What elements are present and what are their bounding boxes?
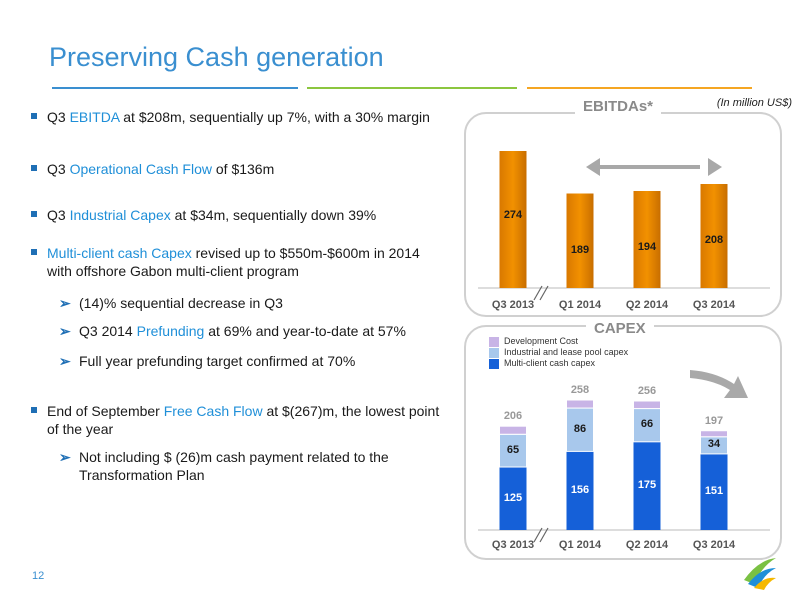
highlight-term: Industrial Capex (69, 207, 171, 223)
highlight-term: EBITDA (69, 109, 120, 125)
capex-data-label: 156 (570, 483, 590, 496)
capex-x-tick-label: Q3 2013 (491, 539, 535, 551)
capex-data-label: 151 (704, 484, 724, 497)
bullet-text-part: of $136m (211, 161, 275, 177)
capex-x-tick-label: Q3 2014 (692, 539, 736, 551)
bullet-text-part: at $208m, sequentially up 7%, with a 30%… (119, 109, 430, 125)
highlight-term: Free Cash Flow (163, 403, 263, 419)
legend-label: Development Cost (504, 336, 579, 346)
bullet-text: Q3 EBITDA at $208m, sequentially up 7%, … (47, 108, 447, 126)
arrow-bullet-icon: ➢ (59, 295, 71, 311)
square-bullet-icon (31, 113, 37, 119)
highlight-term: Operational Cash Flow (69, 161, 212, 177)
bullet-text-part: Not including $ (26)m cash payment relat… (79, 449, 389, 483)
square-bullet-icon (31, 407, 37, 413)
bullet-text: End of September Free Cash Flow at $(267… (47, 402, 447, 438)
bullet-text: Full year prefunding target confirmed at… (79, 352, 449, 370)
ebitda-data-label: 189 (570, 243, 590, 256)
highlight-term: Multi-client cash Capex (47, 245, 192, 261)
title-rule-orange (527, 87, 752, 89)
bullet-text-part: Q3 (47, 109, 70, 125)
ebitda-x-tick-label: Q3 2013 (491, 299, 535, 311)
capex-data-label: 125 (503, 491, 523, 504)
bullet-text: (14)% sequential decrease in Q3 (79, 294, 449, 312)
bullet-text-part: Q3 (47, 161, 70, 177)
bullet-text: Q3 Industrial Capex at $34m, sequentiall… (47, 206, 447, 224)
capex-x-tick-label: Q1 2014 (558, 539, 602, 551)
legend-swatch (489, 337, 499, 347)
bullet-text-part: End of September (47, 403, 164, 419)
capex-data-label: 66 (640, 418, 654, 431)
bullet-text-part: Full year prefunding target confirmed at… (79, 353, 356, 369)
bullet-text-part: at $34m, sequentially down 39% (170, 207, 377, 223)
legend-label: Multi-client cash capex (504, 358, 596, 368)
legend-swatch (489, 348, 499, 358)
company-logo-icon (744, 558, 776, 590)
capex-total-label: 197 (704, 414, 724, 427)
ebitda-x-tick-label: Q1 2014 (558, 299, 602, 311)
page-number: 12 (32, 570, 45, 582)
square-bullet-icon (31, 165, 37, 171)
unit-note: (In million US$) (716, 97, 792, 109)
ebitda-data-label: 208 (704, 234, 724, 246)
capex-total-label: 258 (570, 384, 590, 396)
square-bullet-icon (31, 211, 37, 217)
ebitda-chart-title: EBITDAs* (575, 98, 662, 115)
bullet-text: Not including $ (26)m cash payment relat… (79, 448, 449, 484)
capex-data-label: 34 (707, 438, 721, 451)
bullet-text-part: (14)% sequential decrease in Q3 (79, 295, 283, 311)
bullet-text-part: Q3 (47, 207, 70, 223)
bullet-text-part: at $(267)m, the lowest point of the year (47, 403, 440, 437)
capex-total-label: 256 (637, 385, 657, 397)
legend-label: Industrial and lease pool capex (504, 347, 629, 357)
title-rule-green (307, 87, 517, 89)
highlight-term: Prefunding (136, 323, 205, 339)
bullet-text-part: at 69% and year-to-date at 57% (204, 323, 406, 339)
capex-data-label: 86 (573, 422, 587, 435)
arrow-bullet-icon: ➢ (59, 449, 71, 465)
capex-x-tick-label: Q2 2014 (625, 539, 669, 551)
square-bullet-icon (31, 249, 37, 255)
bullet-text-part: revised up to $550m-$600m in 2014 with o… (47, 245, 420, 279)
slide-title: Preserving Cash generation (49, 42, 384, 72)
capex-data-label: 65 (506, 443, 520, 456)
capex-chart-title: CAPEX (586, 320, 654, 337)
ebitda-data-label: 274 (503, 209, 523, 221)
capex-data-label: 175 (637, 478, 657, 491)
legend-swatch (489, 359, 499, 369)
bullet-text: Q3 Operational Cash Flow of $136m (47, 160, 447, 178)
ebitda-data-label: 194 (637, 241, 657, 253)
arrow-bullet-icon: ➢ (59, 323, 71, 339)
bullet-text: Q3 2014 Prefunding at 69% and year-to-da… (79, 322, 449, 340)
bullet-text: Multi-client cash Capex revised up to $5… (47, 244, 447, 280)
capex-total-label: 206 (503, 410, 523, 423)
ebitda-x-tick-label: Q2 2014 (625, 299, 669, 311)
title-rule-blue (52, 87, 298, 89)
arrow-bullet-icon: ➢ (59, 353, 71, 369)
bullet-text-part: Q3 2014 (79, 323, 137, 339)
ebitda-x-tick-label: Q3 2014 (692, 299, 736, 311)
